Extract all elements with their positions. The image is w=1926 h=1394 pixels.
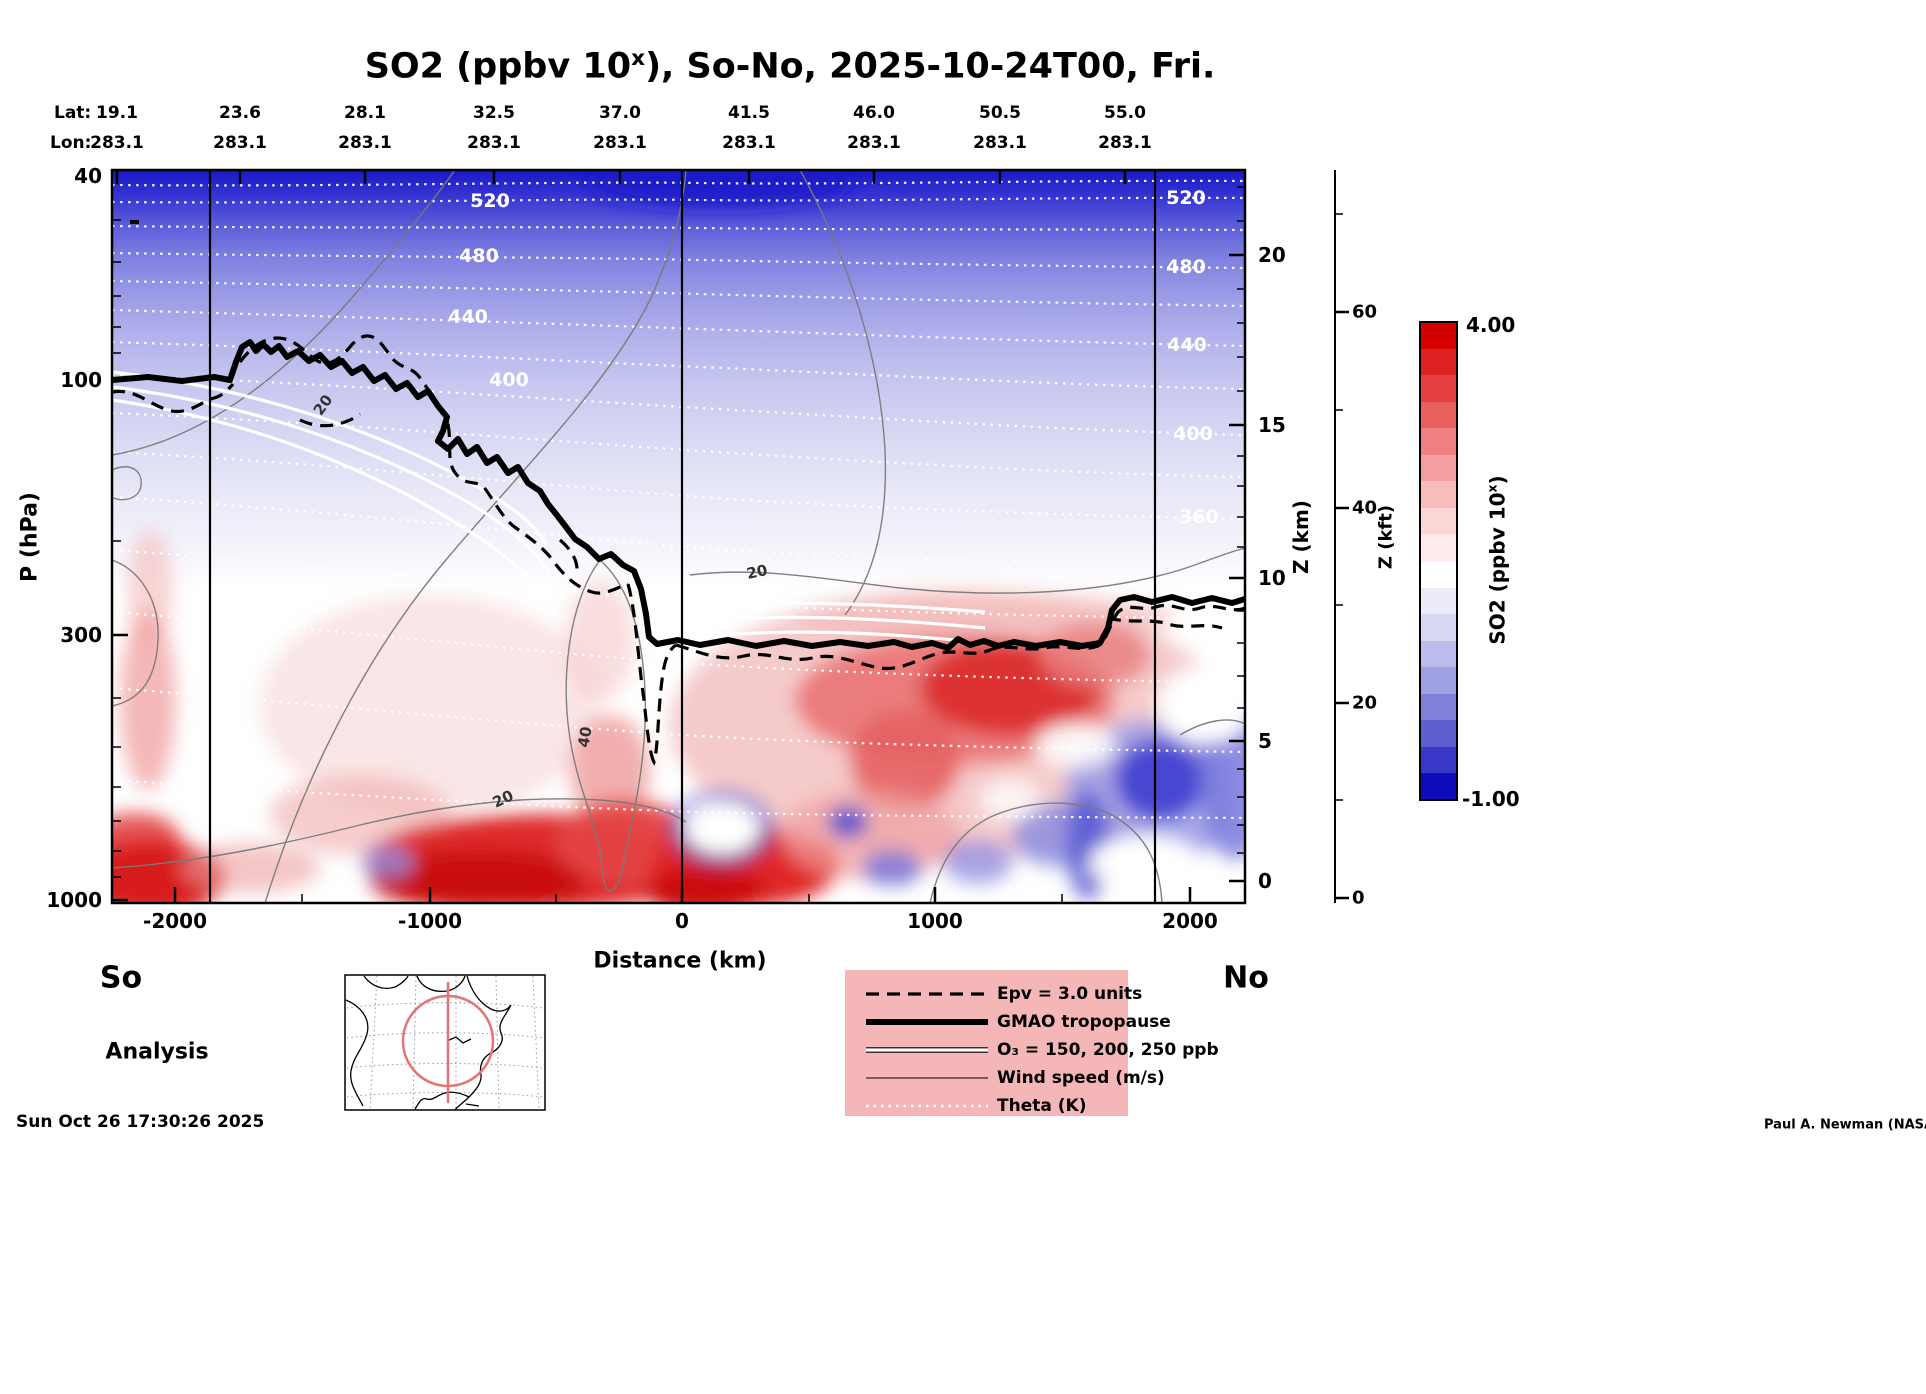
pressure-axis-label: P (hPa) — [17, 492, 43, 582]
lon-value: 283.1 — [213, 133, 267, 153]
chart-title-suffix: ), So-No, 2025-10-24T00, Fri. — [645, 46, 1216, 87]
colorbar-axis-label: SO2 (ppbv 10x) — [1485, 475, 1510, 644]
colorbar — [1419, 321, 1458, 801]
pressure-tick: 1000 — [46, 888, 102, 912]
lon-value: 283.1 — [467, 133, 521, 153]
colorbar-min-label: -1.00 — [1462, 787, 1520, 811]
theta-label: 400 — [489, 369, 529, 391]
distance-tick: -1000 — [398, 909, 462, 933]
chart-title: SO2 (ppbv 10x), So-No, 2025-10-24T00, Fr… — [290, 46, 1290, 87]
lat-value: 50.5 — [979, 103, 1021, 123]
legend-item-ozone: O₃ = 150, 200, 250 ppb — [997, 1040, 1219, 1060]
distance-axis-label: Distance (km) — [593, 948, 767, 974]
so2-anomaly-blobs — [112, 170, 1245, 903]
generation-timestamp: Sun Oct 26 17:30:26 2025 — [16, 1112, 265, 1132]
zkm-tick: 5 — [1258, 729, 1272, 753]
colorbar-label-exponent: x — [1484, 484, 1500, 493]
axis-ticks — [112, 170, 1245, 903]
chart-title-exponent: x — [631, 46, 646, 71]
map-inset — [344, 974, 546, 1111]
pressure-tick: 300 — [60, 623, 102, 647]
zkft-tick: 60 — [1352, 301, 1378, 323]
zkft-tick: 40 — [1352, 497, 1378, 519]
theta-label: 400 — [1173, 423, 1213, 445]
colorbar-border — [1419, 321, 1458, 801]
data-artifact-mark — [130, 220, 139, 224]
theta-label: 520 — [1166, 187, 1206, 209]
credit-text: Paul A. Newman (NASA — [1764, 1117, 1926, 1133]
north-end-label: No — [1223, 960, 1269, 996]
south-end-label: So — [99, 960, 143, 996]
colorbar-gradient — [1420, 322, 1457, 800]
zkm-tick: 15 — [1258, 413, 1286, 437]
legend-item-theta: Theta (K) — [997, 1096, 1087, 1116]
lon-value: 283.1 — [722, 133, 776, 153]
theta-label: 440 — [448, 306, 488, 328]
wind-label: 40 — [574, 725, 596, 749]
zkft-tick: 0 — [1352, 887, 1365, 909]
zkft-axis-label: Z (kft) — [1375, 504, 1397, 570]
distance-tick: 1000 — [907, 909, 963, 933]
stratosphere-gradient — [112, 170, 1245, 590]
lat-row-label: Lat: — [54, 103, 92, 123]
lon-value: 283.1 — [847, 133, 901, 153]
lon-value: 283.1 — [593, 133, 647, 153]
z-kft-axis — [1334, 170, 1349, 903]
lon-value: 283.1 — [338, 133, 392, 153]
pressure-tick: 40 — [74, 164, 102, 188]
theta-label: 480 — [459, 245, 499, 267]
zkm-tick: 0 — [1258, 869, 1272, 893]
zkft-tick: 20 — [1352, 692, 1378, 714]
section-boundary-lines — [208, 170, 1157, 903]
colorbar-max-label: 4.00 — [1466, 313, 1516, 337]
zkm-tick: 20 — [1258, 243, 1286, 267]
legend-item-epv: Epv = 3.0 units — [997, 984, 1143, 1004]
lat-value: 55.0 — [1104, 103, 1146, 123]
zkm-axis-label: Z (km) — [1289, 500, 1313, 574]
theta-label: 440 — [1167, 334, 1207, 356]
lon-row-label: Lon: — [50, 133, 92, 153]
lat-value: 37.0 — [599, 103, 641, 123]
theta-label: 520 — [470, 190, 510, 212]
lat-value: 46.0 — [853, 103, 895, 123]
zkm-tick: 10 — [1258, 566, 1286, 590]
pressure-tick: 100 — [60, 368, 102, 392]
plot-field — [112, 170, 1245, 903]
lon-value: 283.1 — [1098, 133, 1152, 153]
map-border — [344, 974, 546, 1111]
colorbar-label-suffix: ) — [1485, 475, 1510, 485]
lat-value: 23.6 — [219, 103, 261, 123]
theta-label: 360 — [1179, 506, 1219, 528]
legend-item-tropopause: GMAO tropopause — [997, 1012, 1171, 1032]
legend-panel — [845, 970, 1128, 1116]
distance-tick: 2000 — [1162, 909, 1218, 933]
lon-value: 283.1 — [90, 133, 144, 153]
distance-tick: 0 — [675, 909, 689, 933]
lat-value: 19.1 — [96, 103, 138, 123]
chart-title-prefix: SO2 (ppbv 10 — [364, 46, 632, 87]
theta-label: 480 — [1166, 256, 1206, 278]
epv-contour — [112, 334, 1245, 766]
colorbar-label-prefix: SO2 (ppbv 10 — [1485, 492, 1510, 645]
lat-value: 28.1 — [344, 103, 386, 123]
lat-value: 32.5 — [473, 103, 515, 123]
plot-border — [110, 168, 1247, 905]
tropopause-line — [112, 339, 1245, 651]
legend-line-samples — [866, 992, 988, 1108]
legend-item-wind: Wind speed (m/s) — [997, 1068, 1165, 1088]
lon-value: 283.1 — [973, 133, 1027, 153]
distance-tick: -2000 — [143, 909, 207, 933]
analysis-label: Analysis — [105, 1039, 209, 1065]
lat-value: 41.5 — [728, 103, 770, 123]
